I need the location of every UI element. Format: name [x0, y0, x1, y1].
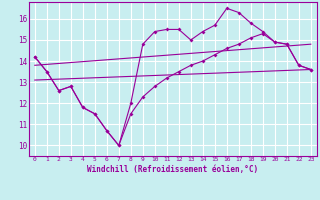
X-axis label: Windchill (Refroidissement éolien,°C): Windchill (Refroidissement éolien,°C) — [87, 165, 258, 174]
